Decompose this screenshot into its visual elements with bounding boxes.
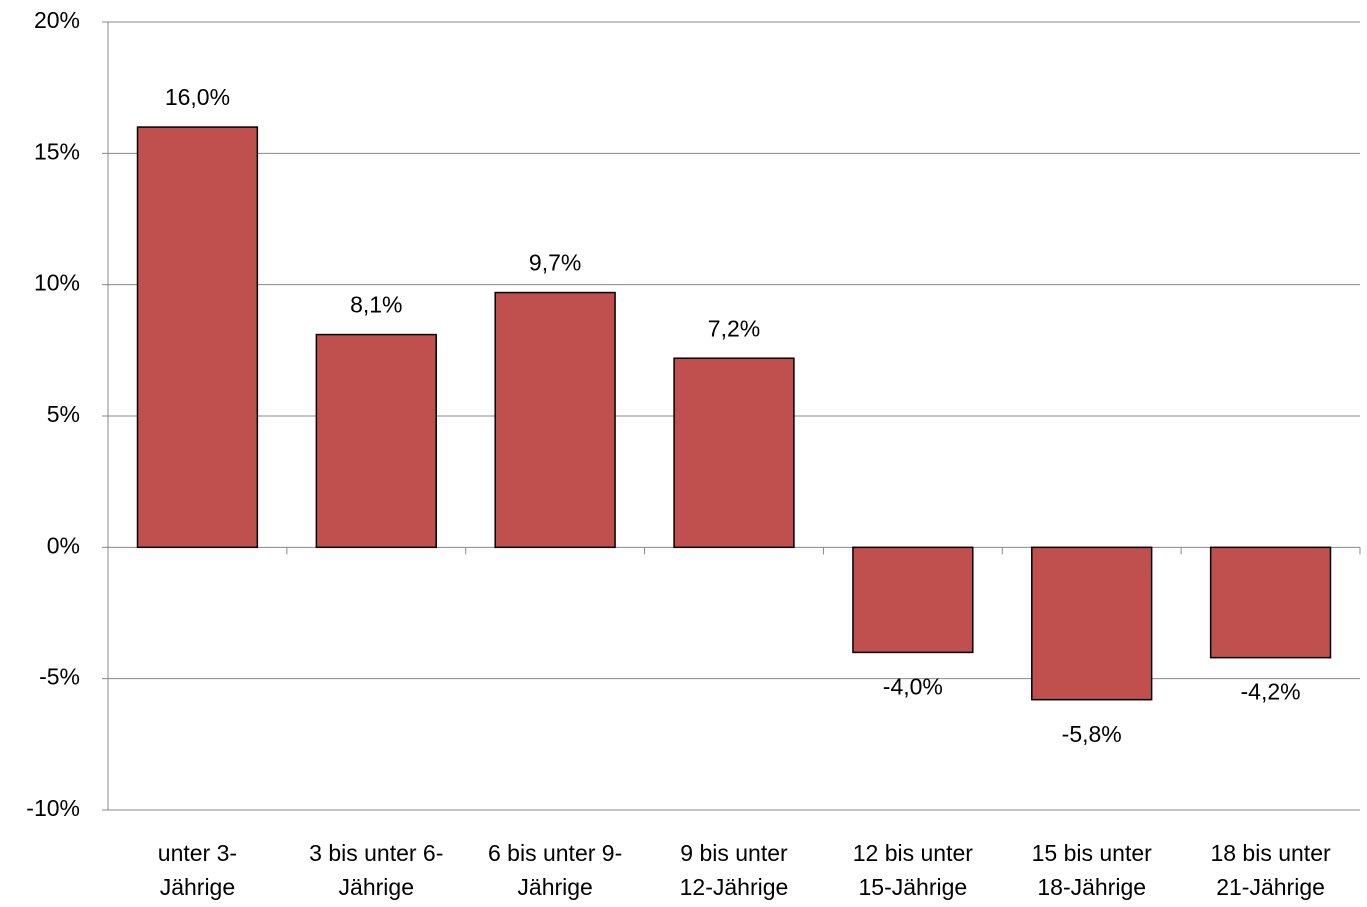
bar xyxy=(494,291,616,549)
y-tick-label: 5% xyxy=(47,401,80,427)
bar xyxy=(1031,546,1153,701)
x-tick-label: 6 bis unter 9- Jährige xyxy=(488,840,623,900)
data-label: 16,0% xyxy=(165,84,230,110)
x-tick-label: 9 bis unter 12-Jährige xyxy=(679,840,789,900)
x-tick-label: 3 bis unter 6- Jährige xyxy=(309,840,444,900)
data-label: -4,2% xyxy=(1241,679,1301,705)
data-label: 8,1% xyxy=(350,292,402,318)
bar xyxy=(1209,546,1332,659)
data-label: -5,8% xyxy=(1062,721,1122,747)
data-label: -4,0% xyxy=(883,673,943,699)
data-label: 9,7% xyxy=(529,250,581,276)
data-label: 7,2% xyxy=(708,315,760,341)
y-tick-label: -10% xyxy=(26,795,80,821)
bar xyxy=(315,333,437,549)
y-tick-label: 15% xyxy=(34,138,80,164)
x-tick-label: 15 bis unter 18-Jährige xyxy=(1031,840,1152,900)
x-tick-label: unter 3- Jährige xyxy=(157,840,238,900)
y-tick-label: 10% xyxy=(34,270,80,296)
y-tick-label: 0% xyxy=(47,532,80,558)
bar xyxy=(136,126,259,549)
y-tick-label: -5% xyxy=(39,664,80,690)
bar xyxy=(852,546,974,654)
y-tick-label: 20% xyxy=(34,7,80,33)
x-tick-label: 18 bis unter 21-Jährige xyxy=(1210,840,1331,900)
bar xyxy=(673,357,795,549)
x-tick-label: 12 bis unter 15-Jährige xyxy=(852,840,973,900)
